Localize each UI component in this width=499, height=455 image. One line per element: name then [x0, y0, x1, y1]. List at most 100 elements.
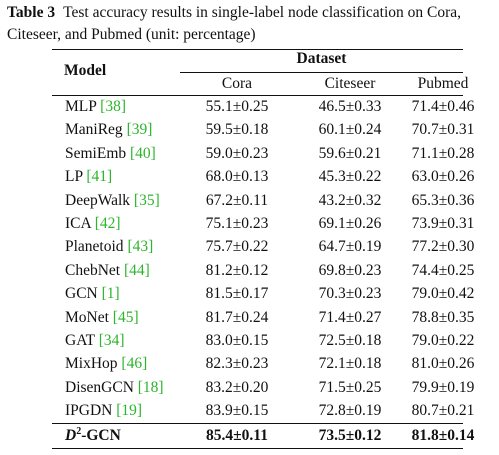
citation-link[interactable]: [44] [123, 261, 150, 279]
header-rule [52, 95, 463, 96]
citeseer-value: 72.5±0.18 [318, 331, 382, 349]
header-model: Model [64, 62, 107, 79]
citation-link[interactable]: [19] [116, 402, 143, 420]
citation-link[interactable]: [1] [101, 285, 120, 303]
table-caption: Table 3 Test accuracy results in single-l… [7, 2, 495, 46]
final-model-name: D2-GCN [65, 427, 121, 445]
pubmed-value: 73.9±0.31 [411, 214, 475, 232]
model-name: ChebNet [44] [65, 262, 150, 280]
table-row: ChebNet [44] 81.2±0.12 69.8±0.23 74.4±0.25 [52, 259, 474, 282]
model-name: GCN [1] [65, 285, 120, 303]
cora-value: 83.2±0.20 [205, 378, 269, 396]
cora-value: 59.5±0.18 [205, 121, 269, 139]
citation-link[interactable]: [43] [127, 238, 154, 256]
model-name: GAT [34] [65, 332, 125, 350]
model-name: ManiReg [39] [65, 121, 152, 139]
table-row: SemiEmb [40] 59.0±0.23 59.6±0.21 71.1±0.28 [52, 142, 474, 165]
model-name: DisenGCN [18] [65, 379, 164, 397]
model-label: GAT [65, 331, 95, 349]
header-pubmed: Pubmed [417, 75, 469, 92]
model-name: MixHop [46] [65, 355, 147, 373]
pubmed-value: 77.2±0.30 [411, 238, 475, 256]
final-model-base: D [65, 427, 77, 444]
pubmed-value: 70.7±0.31 [411, 121, 475, 139]
citation-link[interactable]: [39] [126, 121, 153, 139]
table-row: MLP [38] 55.1±0.25 46.5±0.33 71.4±0.46 [52, 95, 474, 118]
pubmed-value: 63.0±0.26 [411, 168, 475, 186]
model-label: IPGDN [65, 402, 113, 420]
citation-link[interactable]: [40] [130, 144, 156, 162]
final-cora: 85.4±0.11 [206, 427, 268, 444]
table-row: GCN [1] 81.5±0.17 70.3±0.23 79.0±0.42 [52, 282, 474, 305]
citation-link[interactable]: [18] [137, 378, 164, 396]
citation-link[interactable]: [42] [94, 214, 121, 232]
final-row: D2-GCN 85.4±0.11 73.5±0.12 81.8±0.14 [52, 424, 474, 448]
pubmed-value: 71.4±0.46 [411, 98, 475, 115]
model-name: Planetoid [43] [65, 238, 153, 256]
table-row: LP [41] 68.0±0.13 45.3±0.22 63.0±0.26 [52, 165, 474, 188]
table-row: IPGDN [19] 83.9±0.15 72.8±0.19 80.7±0.21 [52, 399, 474, 422]
model-label: ChebNet [65, 261, 121, 279]
cora-value: 59.0±0.23 [205, 144, 269, 162]
model-label: MLP [65, 98, 97, 115]
pubmed-value: 79.9±0.19 [411, 378, 475, 396]
citation-link[interactable]: [41] [86, 168, 113, 186]
citation-link[interactable]: [46] [121, 355, 148, 373]
header-dataset: Dataset [296, 50, 347, 67]
table-body: MLP [38] 55.1±0.25 46.5±0.33 71.4±0.46 ManiR… [52, 95, 474, 422]
table-row: ManiReg [39] 59.5±0.18 60.1±0.24 70.7±0.31 [52, 118, 474, 141]
model-label: MixHop [65, 355, 118, 373]
pubmed-value: 80.7±0.21 [411, 402, 475, 420]
table-row: DeepWalk [35] 67.2±0.11 43.2±0.32 65.3±0.36 [52, 189, 474, 212]
citeseer-value: 60.1±0.24 [318, 121, 382, 139]
citation-link[interactable]: [35] [133, 191, 160, 209]
pubmed-value: 65.3±0.36 [411, 191, 475, 209]
citeseer-value: 71.5±0.25 [318, 378, 382, 396]
citeseer-value: 71.4±0.27 [318, 308, 382, 326]
model-label: MoNet [65, 308, 109, 326]
cora-value: 83.9±0.15 [205, 402, 269, 420]
model-name: MoNet [45] [65, 309, 139, 327]
header-citeseer: Citeseer [324, 75, 376, 92]
pubmed-value: 74.4±0.25 [411, 261, 475, 279]
model-label: ICA [65, 214, 91, 232]
final-pubmed: 81.8±0.14 [411, 427, 475, 444]
model-label: LP [65, 168, 83, 186]
separator-rule [52, 423, 463, 424]
citation-link[interactable]: [45] [112, 308, 139, 326]
model-name: MLP [38] [65, 98, 126, 116]
bottom-rule [52, 448, 463, 450]
cora-value: 67.2±0.11 [205, 191, 269, 209]
final-model-sup: 2 [76, 426, 82, 437]
table-row: GAT [34] 83.0±0.15 72.5±0.18 79.0±0.22 [52, 329, 474, 352]
citation-link[interactable]: [38] [100, 98, 126, 115]
citeseer-value: 69.1±0.26 [318, 214, 382, 232]
final-citeseer: 73.5±0.12 [318, 427, 382, 444]
citeseer-value: 72.8±0.19 [318, 402, 382, 420]
header-cora: Cora [221, 75, 253, 92]
cora-value: 75.1±0.23 [205, 214, 269, 232]
table-row: Planetoid [43] 75.7±0.22 64.7±0.19 77.2±0.3… [52, 235, 474, 258]
cora-value: 83.0±0.15 [205, 331, 269, 349]
cora-value: 81.7±0.24 [205, 308, 269, 326]
model-name: DeepWalk [35] [65, 192, 160, 210]
model-label: DeepWalk [65, 191, 131, 209]
table-row: MixHop [46] 82.3±0.23 72.1±0.18 81.0±0.26 [52, 352, 474, 375]
citeseer-value: 69.8±0.23 [318, 261, 382, 279]
model-label: DisenGCN [65, 378, 134, 396]
pubmed-value: 78.8±0.35 [411, 308, 475, 326]
cora-value: 82.3±0.23 [205, 355, 269, 373]
citation-link[interactable]: [34] [98, 331, 125, 349]
pubmed-value: 71.1±0.28 [411, 144, 475, 162]
table-row: DisenGCN [18] 83.2±0.20 71.5±0.25 79.9±0.19 [52, 376, 474, 399]
model-label: SemiEmb [65, 144, 127, 162]
citeseer-value: 43.2±0.32 [318, 191, 382, 209]
model-name: SemiEmb [40] [65, 145, 156, 163]
cora-value: 75.7±0.22 [205, 238, 269, 256]
caption-text: Test accuracy results in single-label no… [7, 4, 462, 43]
pubmed-value: 81.0±0.26 [411, 355, 475, 373]
final-model-suffix: -GCN [81, 427, 121, 444]
cora-value: 81.5±0.17 [205, 285, 269, 303]
model-label: ManiReg [65, 121, 123, 139]
model-name: LP [41] [65, 168, 112, 186]
